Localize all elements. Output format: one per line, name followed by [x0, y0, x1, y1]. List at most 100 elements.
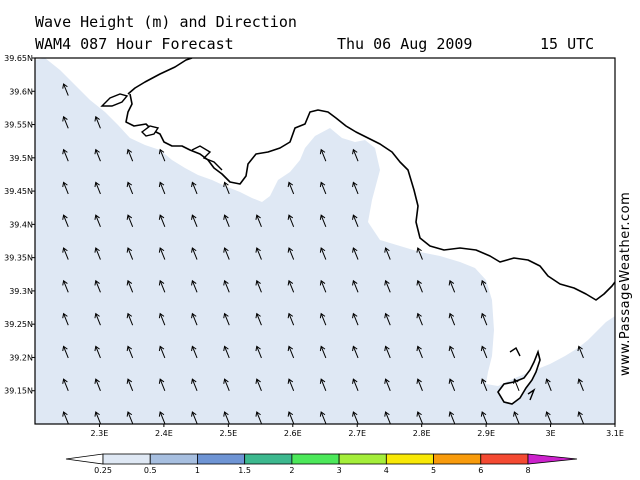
wave-arrow	[480, 345, 488, 359]
lon-tick-label: 2.5E	[219, 429, 237, 438]
lon-tick-label: 3.1E	[606, 429, 624, 438]
colorbar-label: 1.5	[238, 466, 251, 475]
wave-arrow	[352, 247, 359, 260]
wave-arrow	[577, 345, 584, 359]
wave-arrow	[191, 378, 198, 391]
lon-tick-label: 2.3E	[91, 429, 109, 438]
wave-arrow	[255, 214, 262, 227]
wave-arrow	[352, 345, 359, 359]
wave-arrow	[62, 181, 69, 195]
wave-arrow	[223, 378, 230, 391]
wave-arrow	[126, 411, 134, 424]
island	[497, 349, 541, 405]
wave-arrow	[384, 312, 391, 326]
wave-arrow	[255, 279, 262, 293]
wave-arrow	[62, 378, 69, 391]
wave-arrow	[513, 378, 520, 391]
wave-arrow	[319, 279, 327, 293]
lon-tick-label: 2.8E	[413, 429, 431, 438]
forecast-time: 15 UTC	[540, 35, 595, 53]
colorbar-label: 5	[431, 466, 436, 475]
wave-arrow	[577, 378, 584, 391]
lon-tick-label: 2.4E	[155, 429, 173, 438]
colorbar-label: 4	[384, 466, 389, 475]
lat-tick-label: 39.15N	[4, 387, 33, 396]
wave-arrow	[255, 411, 262, 424]
wave-arrow	[223, 279, 230, 293]
wave-arrow	[352, 378, 359, 391]
wave-arrow	[448, 378, 456, 391]
forecast-date: Thu 06 Aug 2009	[337, 35, 473, 53]
wave-arrow	[158, 378, 166, 391]
wave-arrow	[319, 214, 327, 227]
lon-tick-label: 2.9E	[477, 429, 495, 438]
wave-arrow	[480, 378, 488, 391]
lon-tick-label: 3E	[545, 429, 555, 438]
colorbar-high-end	[527, 453, 578, 465]
wave-arrow	[448, 279, 456, 293]
lat-tick-label: 39.6N	[9, 87, 33, 96]
wave-arrow	[94, 312, 101, 326]
colorbar-bin	[149, 453, 198, 465]
wave-arrow	[384, 411, 391, 424]
wave-arrow	[255, 345, 262, 359]
colorbar-low-end	[65, 453, 104, 465]
wave-arrow	[287, 214, 295, 227]
wave-arrow	[62, 148, 69, 162]
wave-arrow	[384, 345, 391, 359]
wave-arrow	[255, 247, 262, 260]
wave-arrow	[319, 148, 327, 162]
wave-arrow	[255, 312, 262, 326]
coast-detail	[191, 145, 223, 171]
wave-arrow	[126, 247, 134, 260]
wave-arrow	[577, 411, 584, 424]
wave-arrow	[62, 83, 69, 96]
wave-arrow	[158, 247, 166, 260]
wave-arrow	[319, 411, 327, 424]
wave-arrow	[352, 312, 359, 326]
wave-arrow	[352, 214, 359, 227]
lat-tick-label: 39.5N	[9, 154, 33, 163]
islet	[100, 93, 129, 107]
lon-tick-label: 2.7E	[348, 429, 366, 438]
wave-arrow	[62, 214, 69, 227]
lat-tick-label: 39.35N	[4, 254, 33, 263]
colorbar-bin	[291, 453, 340, 465]
wave-arrow	[191, 312, 198, 326]
wave-arrow	[158, 279, 166, 293]
wave-arrow	[384, 247, 391, 260]
wave-arrow	[62, 279, 69, 293]
wave-arrow	[416, 312, 423, 326]
wave-arrow	[126, 345, 134, 359]
wave-arrow	[352, 181, 359, 195]
longitude-axis: 2.3E 2.4E 2.5E 2.6E 2.7E 2.8E 2.9E 3E 3.1E	[91, 424, 624, 438]
wave-arrow	[287, 345, 295, 359]
wave-arrow	[158, 214, 166, 227]
wave-arrow	[545, 411, 552, 424]
wave-arrow	[384, 279, 391, 293]
wave-arrow	[545, 378, 552, 391]
wave-arrow	[158, 148, 166, 162]
wave-height-colorbar: 0.25 0.5 1 1.5 2 3 4 5 6 8	[65, 453, 578, 475]
wave-arrow	[255, 378, 262, 391]
wave-arrow	[62, 247, 69, 260]
wave-arrow	[287, 247, 295, 260]
latitude-axis: 39.65N 39.6N 39.55N 39.5N 39.45N 39.4N 39.35N 3…	[4, 54, 35, 396]
wave-direction-arrows	[62, 83, 584, 424]
wave-arrow	[94, 115, 101, 129]
wave-arrow	[416, 279, 423, 293]
wave-arrow	[191, 345, 198, 359]
colorbar-bin	[433, 453, 482, 465]
map-frame	[34, 57, 616, 425]
wave-arrow	[94, 345, 101, 359]
colorbar-bin	[197, 453, 246, 465]
wave-arrow	[448, 345, 456, 359]
sea-area	[35, 58, 615, 424]
wave-arrow	[191, 279, 198, 293]
wave-arrow	[319, 247, 327, 260]
map-title: Wave Height (m) and Direction	[35, 13, 297, 31]
wave-arrow	[94, 378, 101, 391]
wave-arrow	[223, 345, 230, 359]
wave-arrow	[126, 279, 134, 293]
